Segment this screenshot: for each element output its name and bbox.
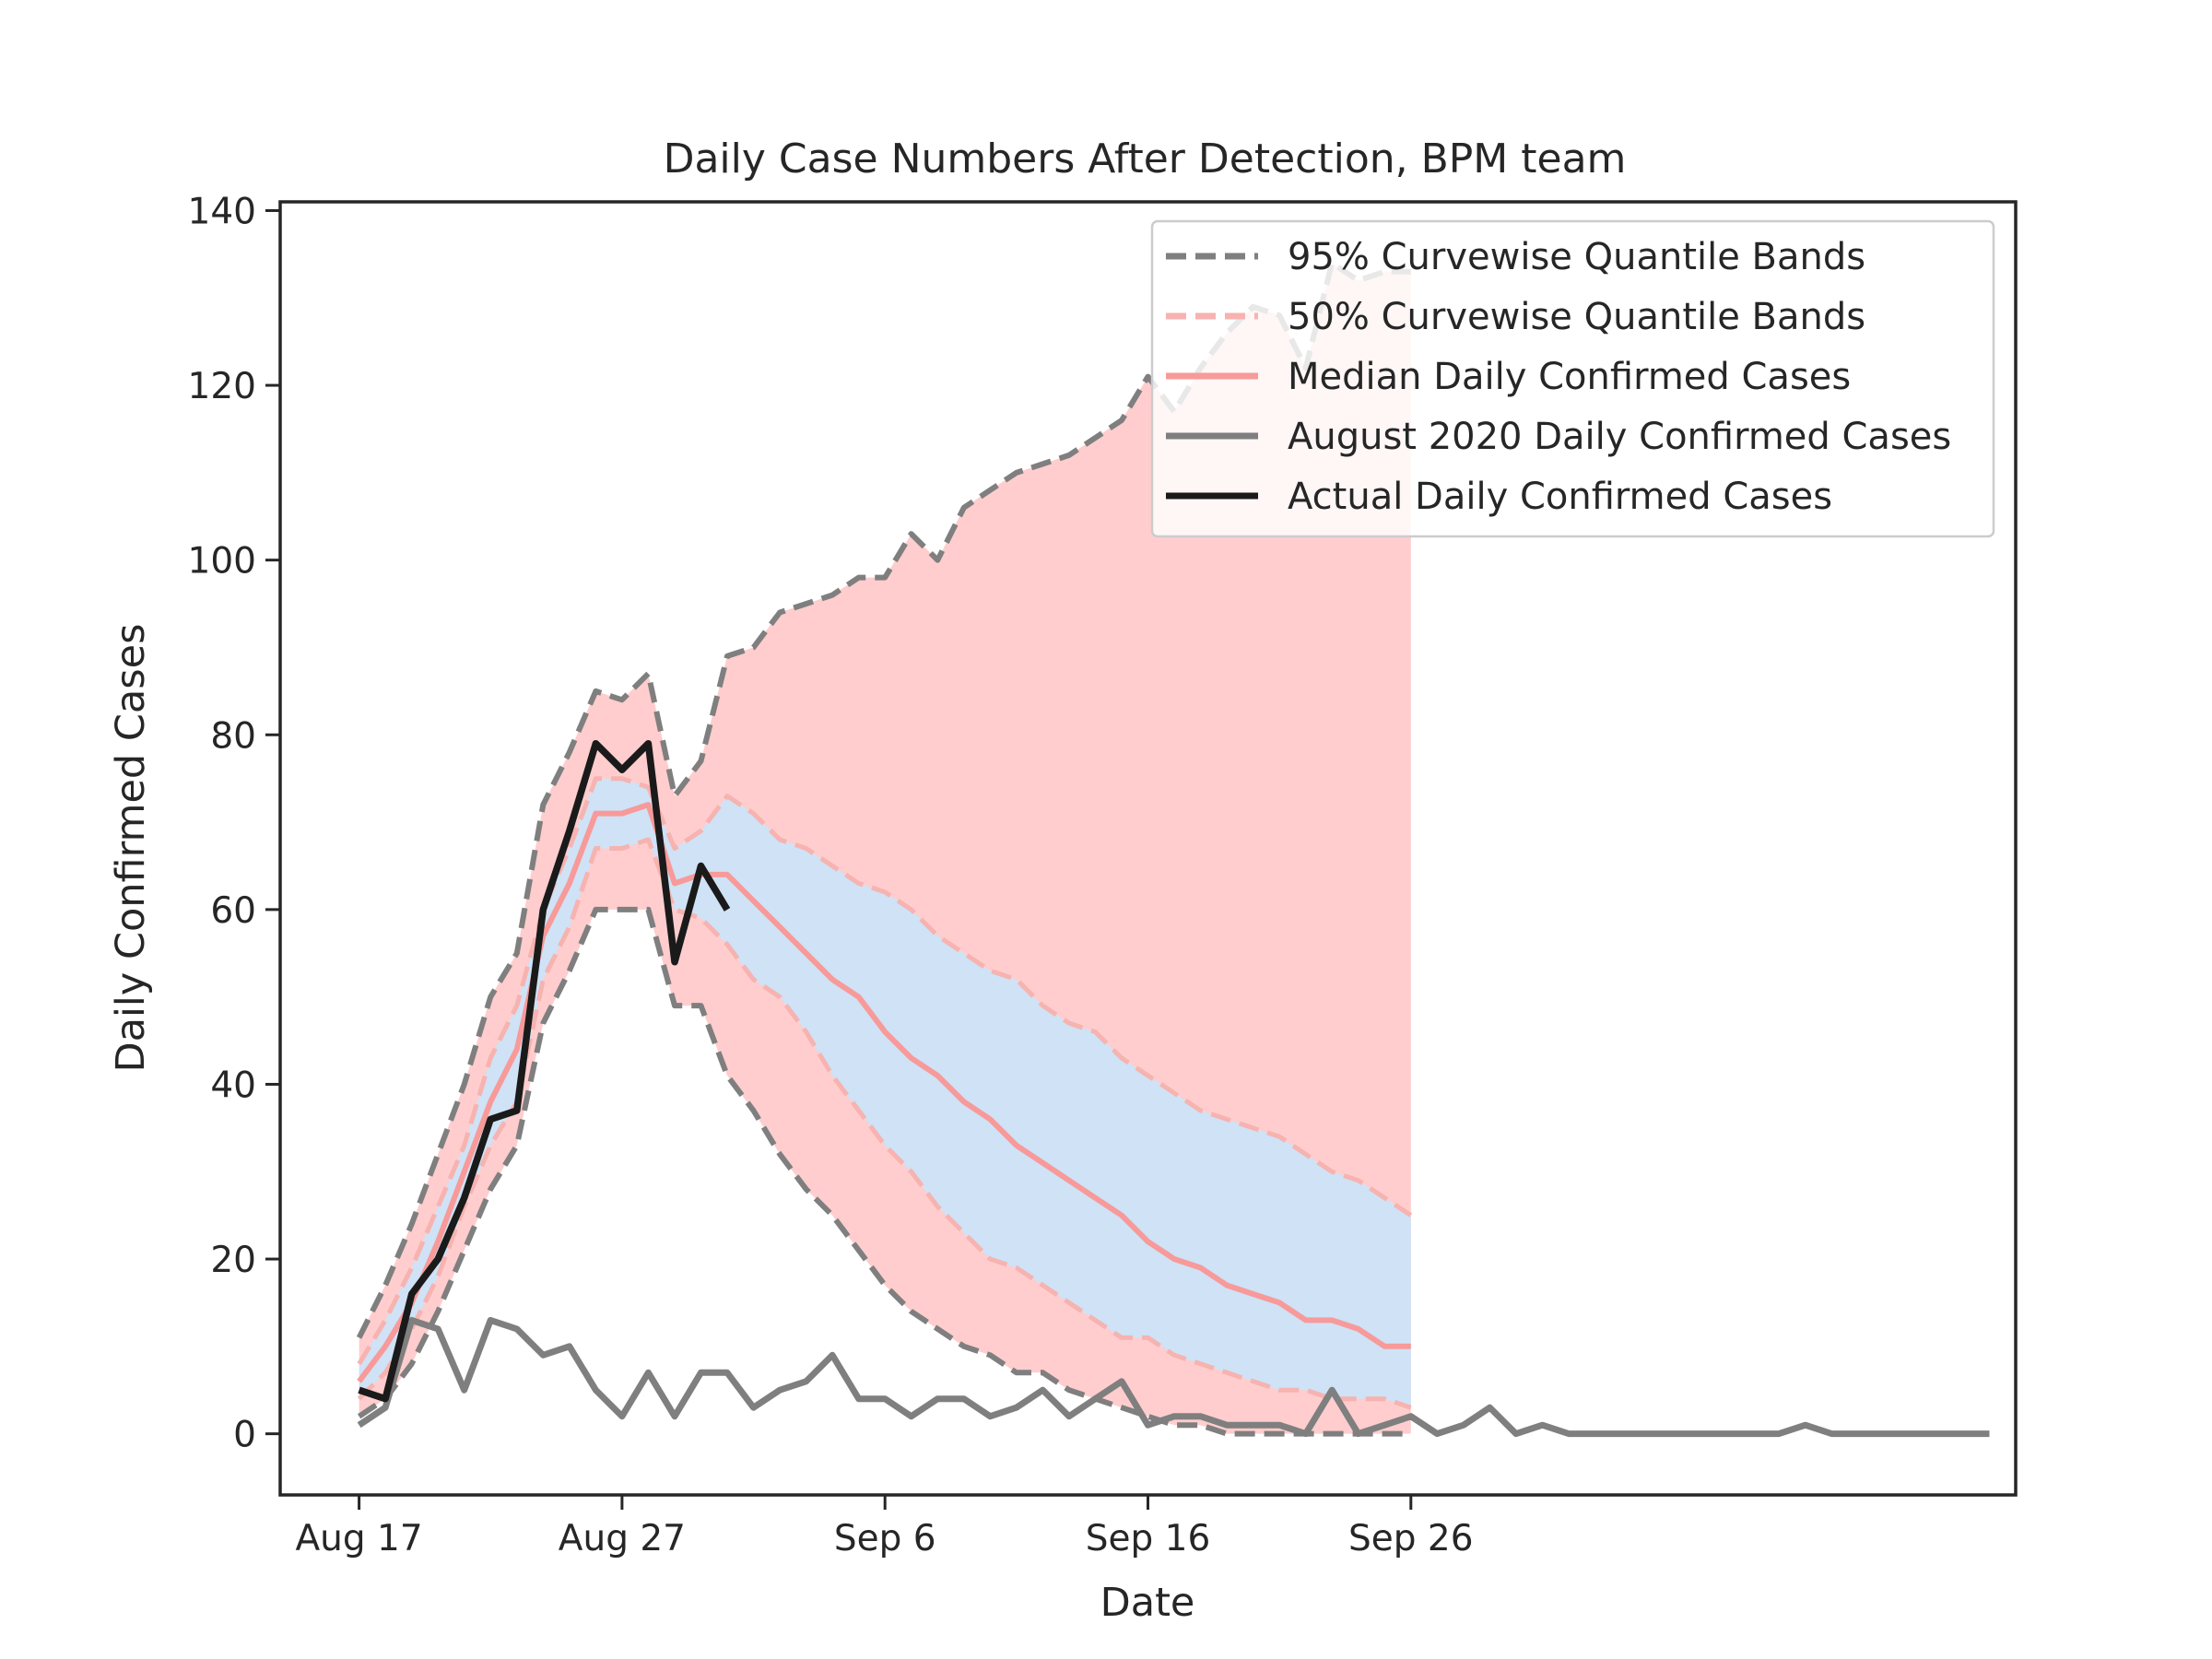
legend: 95% Curvewise Quantile Bands 50% Curvewis…: [1150, 219, 1995, 538]
y-tick-label: 20: [210, 1240, 256, 1281]
y-tick-label: 40: [210, 1065, 256, 1106]
august2020-line: [357, 1316, 1990, 1438]
legend-label-august2020: August 2020 Daily Confirmed Cases: [1288, 416, 1951, 458]
band50-lower-line: [357, 837, 1412, 1410]
legend-label-median: Median Daily Confirmed Cases: [1288, 356, 1851, 398]
x-axis-label: Date: [1100, 1580, 1195, 1626]
x-axis: Aug 17 Aug 27 Sep 6 Sep 16 Sep 26: [295, 1495, 1474, 1559]
x-tick-label: Sep 26: [1348, 1518, 1474, 1559]
legend-label-band95: 95% Curvewise Quantile Bands: [1288, 236, 1865, 278]
y-tick-label: 0: [233, 1415, 256, 1456]
legend-label-actual: Actual Daily Confirmed Cases: [1288, 476, 1832, 518]
bands-layer: [359, 263, 1411, 1434]
x-tick-label: Sep 16: [1086, 1518, 1211, 1559]
y-tick-label: 80: [210, 715, 256, 757]
legend-label-band50: 50% Curvewise Quantile Bands: [1288, 296, 1865, 338]
y-tick-label: 100: [188, 541, 256, 582]
y-tick-label: 120: [188, 366, 256, 407]
x-tick-label: Aug 17: [295, 1518, 422, 1559]
actual-line: [358, 739, 731, 1403]
band95-lower-line: [357, 906, 1411, 1437]
y-tick-label: 60: [210, 890, 256, 932]
band50-upper-line: [357, 776, 1413, 1366]
x-tick-label: Aug 27: [559, 1518, 686, 1559]
y-axis: 0 20 40 60 80 100 120 140: [188, 191, 280, 1456]
band50-area: [359, 778, 1411, 1408]
y-tick-label: 140: [188, 191, 256, 232]
y-axis-label: Daily Confirmed Cases: [108, 623, 154, 1072]
legend-box: [1150, 219, 1995, 538]
x-tick-label: Sep 6: [834, 1518, 936, 1559]
chart-title: Daily Case Numbers After Detection, BPM …: [664, 135, 1627, 182]
